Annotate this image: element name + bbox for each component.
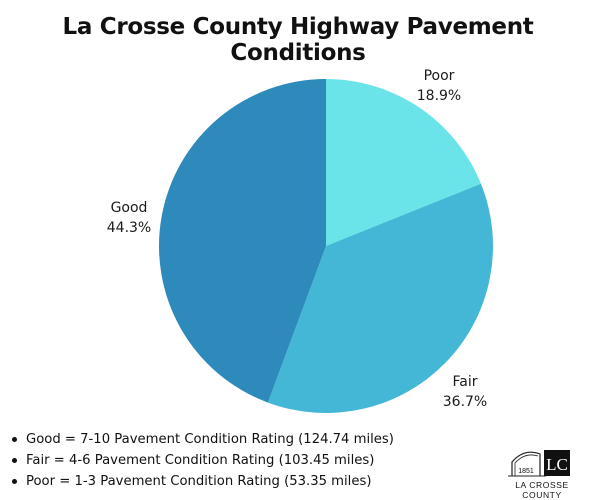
county-logo-mark: 1851 LC xyxy=(508,450,570,477)
note-poor: Poor = 1-3 Pavement Condition Rating (53… xyxy=(10,471,394,492)
pie-chart xyxy=(158,79,494,414)
logo-year: 1851 xyxy=(518,468,534,475)
slice-label-poor-name: Poor xyxy=(423,68,455,84)
logo-name: LA CROSSE COUNTY xyxy=(515,480,569,500)
pie-slice-fair xyxy=(267,183,494,414)
rating-notes: Good = 7-10 Pavement Condition Rating (1… xyxy=(10,429,394,492)
slice-label-fair: Fair 36.7% xyxy=(434,372,496,412)
county-logo: 1851 LC LA CROSSE COUNTY xyxy=(494,446,590,500)
slice-label-good-name: Good xyxy=(110,200,148,216)
chart-title: La Crosse County Highway Pavement Condit… xyxy=(62,14,534,66)
slice-label-poor: Poor 18.9% xyxy=(408,66,470,106)
note-fair: Fair = 4-6 Pavement Condition Rating (10… xyxy=(10,450,394,471)
slice-label-good-value: 44.3% xyxy=(106,220,152,236)
slice-label-good: Good 44.3% xyxy=(98,198,160,238)
logo-initials: LC xyxy=(546,455,568,474)
slice-label-fair-name: Fair xyxy=(452,374,478,390)
slice-label-fair-value: 36.7% xyxy=(442,394,488,410)
pie-slice-poor xyxy=(326,79,481,246)
pie-slice-good xyxy=(158,79,326,403)
slice-label-poor-value: 18.9% xyxy=(416,88,462,104)
note-good: Good = 7-10 Pavement Condition Rating (1… xyxy=(10,429,394,450)
